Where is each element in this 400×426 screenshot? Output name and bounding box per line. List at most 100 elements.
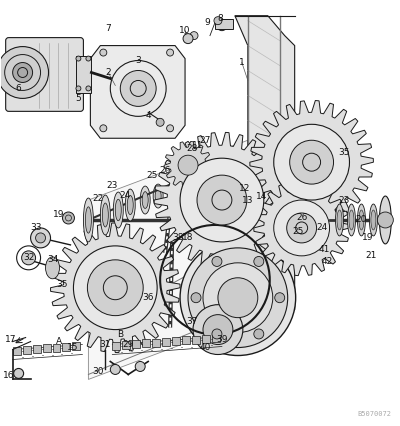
Ellipse shape xyxy=(100,195,110,235)
Circle shape xyxy=(22,251,36,265)
Circle shape xyxy=(275,293,285,303)
Text: 30: 30 xyxy=(93,367,104,376)
Bar xyxy=(218,19,230,27)
Ellipse shape xyxy=(125,189,135,221)
Circle shape xyxy=(203,263,273,333)
Text: 24: 24 xyxy=(120,190,131,199)
Text: B5070072: B5070072 xyxy=(357,411,391,417)
Polygon shape xyxy=(90,46,185,138)
Bar xyxy=(42,344,50,352)
Text: 16: 16 xyxy=(3,371,14,380)
Text: 24: 24 xyxy=(316,224,327,233)
Text: 22: 22 xyxy=(93,193,104,202)
Ellipse shape xyxy=(153,184,163,208)
Bar xyxy=(162,338,170,346)
Circle shape xyxy=(30,228,50,248)
Circle shape xyxy=(180,158,264,242)
Text: 21: 21 xyxy=(366,251,377,260)
Ellipse shape xyxy=(115,199,121,221)
Bar xyxy=(172,337,180,345)
Circle shape xyxy=(203,315,233,345)
Ellipse shape xyxy=(84,198,93,242)
Circle shape xyxy=(377,212,393,228)
Circle shape xyxy=(100,49,107,56)
Ellipse shape xyxy=(348,204,356,236)
Text: 26: 26 xyxy=(296,213,307,222)
Polygon shape xyxy=(235,16,295,325)
Circle shape xyxy=(76,56,81,61)
Circle shape xyxy=(156,118,164,126)
Polygon shape xyxy=(154,132,290,268)
Text: 19: 19 xyxy=(362,233,373,242)
FancyBboxPatch shape xyxy=(6,37,84,111)
Text: 39: 39 xyxy=(216,335,228,344)
Circle shape xyxy=(274,124,350,200)
Circle shape xyxy=(197,175,247,225)
Text: 7: 7 xyxy=(106,24,111,33)
Circle shape xyxy=(212,329,222,339)
Text: 23: 23 xyxy=(339,196,350,204)
Circle shape xyxy=(190,32,198,40)
Polygon shape xyxy=(88,140,248,380)
Bar xyxy=(112,342,120,349)
Polygon shape xyxy=(254,180,350,276)
Circle shape xyxy=(13,63,32,83)
Circle shape xyxy=(110,365,120,374)
Text: 18: 18 xyxy=(182,233,194,242)
Ellipse shape xyxy=(370,204,377,236)
Text: 26: 26 xyxy=(160,166,171,175)
Circle shape xyxy=(212,256,222,266)
Bar xyxy=(152,339,160,347)
Text: 13: 13 xyxy=(242,196,254,204)
Circle shape xyxy=(254,329,264,339)
Polygon shape xyxy=(164,141,212,189)
Circle shape xyxy=(274,200,330,256)
Text: 14: 14 xyxy=(256,192,268,201)
Ellipse shape xyxy=(142,192,148,208)
Bar xyxy=(13,346,21,354)
Text: A: A xyxy=(56,337,62,346)
Text: 15: 15 xyxy=(67,343,78,352)
Text: 6: 6 xyxy=(16,84,22,93)
Text: 10: 10 xyxy=(179,26,191,35)
Ellipse shape xyxy=(127,196,133,215)
Circle shape xyxy=(87,260,143,316)
Circle shape xyxy=(120,70,156,106)
Circle shape xyxy=(180,240,296,356)
Ellipse shape xyxy=(85,207,91,233)
Text: 36: 36 xyxy=(142,293,154,302)
Text: 2: 2 xyxy=(106,68,111,77)
Text: 19: 19 xyxy=(53,210,64,219)
Ellipse shape xyxy=(371,210,376,230)
Text: 42: 42 xyxy=(322,257,333,266)
Bar xyxy=(142,340,150,347)
Ellipse shape xyxy=(349,210,354,230)
Bar xyxy=(202,335,210,343)
Polygon shape xyxy=(250,101,373,224)
Text: 20: 20 xyxy=(356,216,367,225)
Bar xyxy=(23,346,30,354)
Ellipse shape xyxy=(113,192,123,228)
Bar xyxy=(62,343,70,351)
Text: 29: 29 xyxy=(122,340,134,349)
Text: 25: 25 xyxy=(292,227,303,236)
Text: 8: 8 xyxy=(217,14,223,23)
Text: 40: 40 xyxy=(199,343,211,352)
Circle shape xyxy=(14,368,24,378)
Circle shape xyxy=(290,140,334,184)
Bar xyxy=(215,19,233,29)
Circle shape xyxy=(86,56,91,61)
Circle shape xyxy=(188,248,288,348)
Circle shape xyxy=(217,21,227,31)
Circle shape xyxy=(135,362,145,371)
Ellipse shape xyxy=(379,196,391,244)
Circle shape xyxy=(254,256,264,266)
Text: 34: 34 xyxy=(47,255,58,265)
Text: 17: 17 xyxy=(5,335,16,344)
Circle shape xyxy=(167,125,174,132)
Text: 33: 33 xyxy=(30,224,41,233)
Text: 4: 4 xyxy=(145,111,151,120)
Text: 35: 35 xyxy=(57,280,68,289)
Circle shape xyxy=(194,202,226,234)
Bar xyxy=(132,340,140,348)
